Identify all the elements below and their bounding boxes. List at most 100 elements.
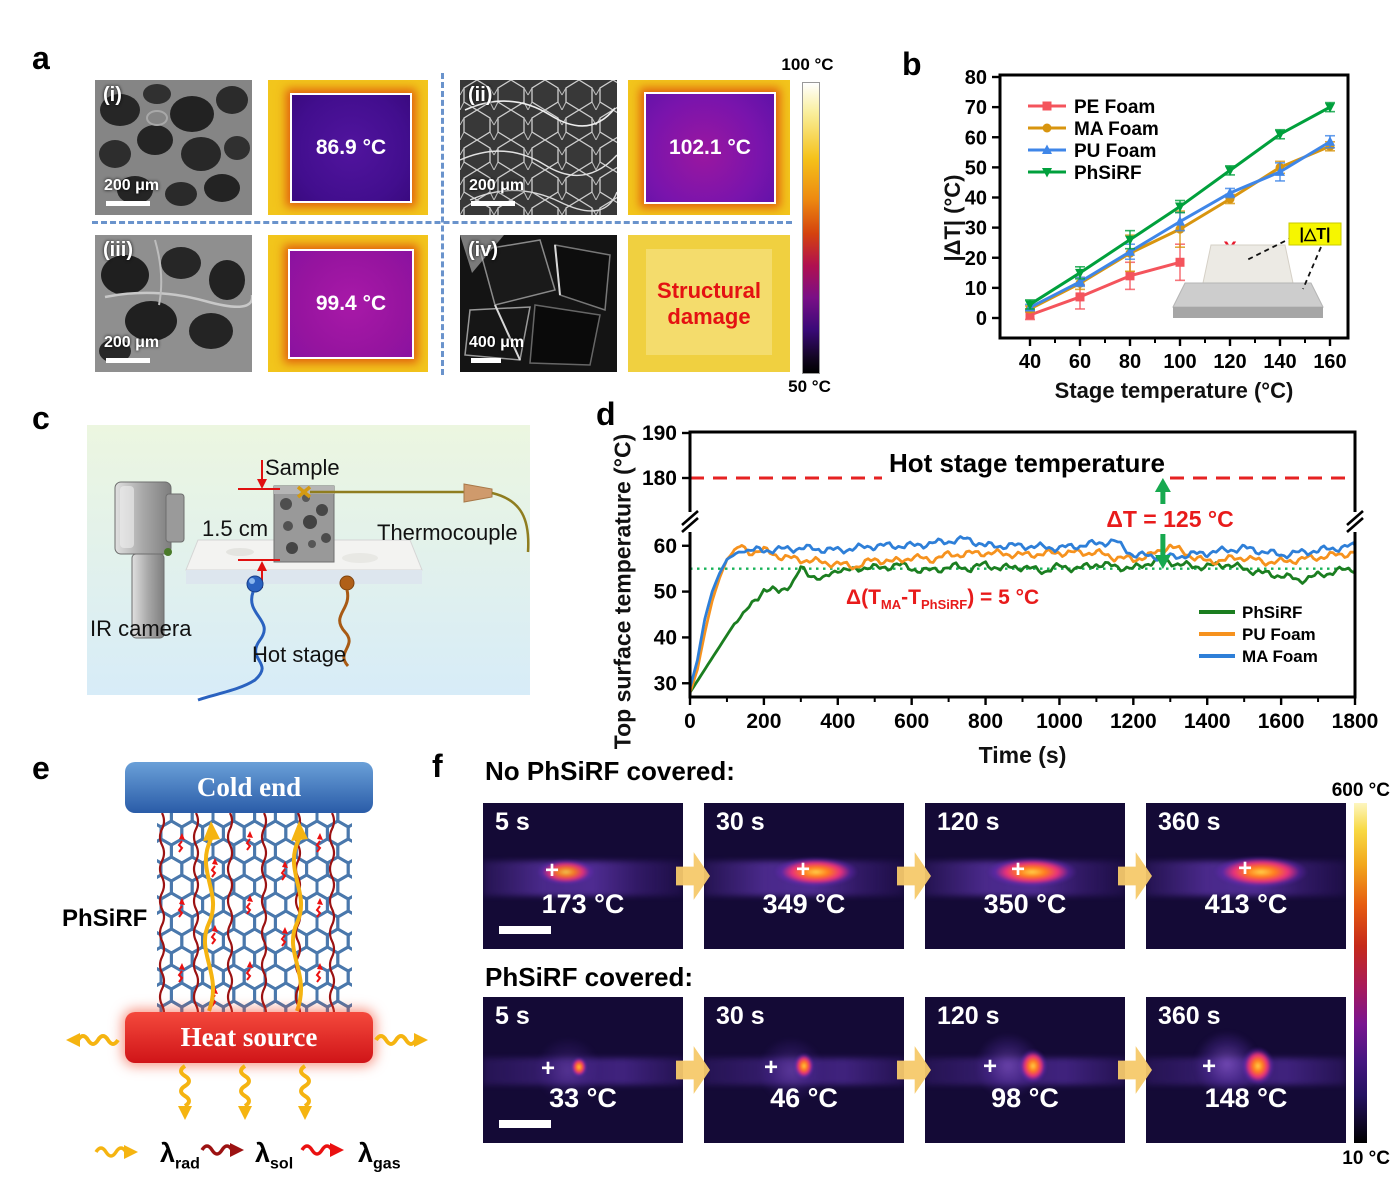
thermal-image-i: 86.9 °C xyxy=(268,80,428,215)
panel-d: 0 200 400 600 800 1000 1200 1400 1600 1800 30 40 50 6… xyxy=(590,400,1392,778)
thermal-reading-box: 86.9 °C xyxy=(290,93,412,203)
hot-spot xyxy=(571,1057,587,1077)
temperature-label: 173 °C xyxy=(541,889,625,919)
svg-text:1000: 1000 xyxy=(1036,710,1083,733)
panel-a-horizontal-divider xyxy=(92,221,792,224)
panel-a-label: a xyxy=(32,40,50,76)
svg-text:50: 50 xyxy=(965,157,987,179)
spot-marker: + xyxy=(1202,1053,1217,1080)
svg-text:800: 800 xyxy=(968,710,1003,733)
colorbar-min-label: 10 °C xyxy=(1342,1148,1390,1169)
thermal-image-ii: 102.1 °C xyxy=(628,80,790,215)
measurement-setup-schematic xyxy=(87,425,530,702)
scale-bar-label: 200 μm xyxy=(469,177,525,194)
chart-b-xlabel: Stage temperature (°C) xyxy=(1054,378,1294,403)
chart-d-xlabel: Time (s) xyxy=(978,742,1067,768)
svg-text:70: 70 xyxy=(965,97,987,119)
chart-b-ylabel: |ΔT| (°C) xyxy=(940,174,965,262)
svg-text:40: 40 xyxy=(1019,351,1041,373)
svg-text:120: 120 xyxy=(1213,351,1246,373)
time-label: 5 s xyxy=(495,1002,530,1030)
svg-text:180: 180 xyxy=(642,467,677,490)
svg-text:140: 140 xyxy=(1263,351,1296,373)
hot-spot xyxy=(1019,1049,1047,1083)
spot-marker: + xyxy=(545,857,560,884)
scale-bar xyxy=(471,201,515,206)
phsirf-material-label: PhSiRF xyxy=(62,905,148,932)
delta-t-annotation: ΔT = 125 °C xyxy=(1106,506,1234,532)
spot-marker: + xyxy=(764,1054,779,1081)
svg-text:60: 60 xyxy=(654,535,677,558)
hot-spot xyxy=(537,859,595,885)
thermal-frame-nocover-5s: 5 s + 173 °C xyxy=(483,803,683,949)
scale-bar xyxy=(106,201,150,206)
svg-text:10: 10 xyxy=(965,278,987,300)
sample-label: Sample xyxy=(265,455,340,480)
svg-text:1600: 1600 xyxy=(1258,710,1305,733)
svg-text:30: 30 xyxy=(965,218,987,240)
panel-b-label: b xyxy=(902,46,922,82)
scale-bar-label: 200 μm xyxy=(104,334,160,351)
svg-text:200: 200 xyxy=(746,710,781,733)
sem-image-i: (i) 200 μm xyxy=(95,80,252,215)
temperature-label: 33 °C xyxy=(549,1083,617,1113)
spot-marker: + xyxy=(541,1055,556,1082)
heat-source-bar: Heat source xyxy=(125,1012,373,1063)
temperature-label: 46 °C xyxy=(770,1083,838,1113)
hot-spot xyxy=(1242,1047,1274,1085)
svg-text:80: 80 xyxy=(1119,351,1141,373)
phsirf-honeycomb-schematic xyxy=(157,813,352,1013)
panel-a: (i) 200 μm 86.9 °C xyxy=(30,40,880,400)
chart-d-ylabel: Top surface temperature (°C) xyxy=(609,433,636,750)
time-label: 120 s xyxy=(937,808,1000,836)
hot-spot xyxy=(1214,856,1308,888)
time-label: 30 s xyxy=(716,1002,765,1030)
delta-ma-phsirf-annotation: Δ(TMA-TPhSiRF) = 5 °C xyxy=(846,586,1040,613)
foam-block-silhouette xyxy=(535,1037,601,1103)
hot-spot xyxy=(794,1053,814,1079)
thermal-reading-box: 99.4 °C xyxy=(288,249,414,359)
scale-bar-label: 400 μm xyxy=(469,334,525,351)
svg-text:0: 0 xyxy=(684,710,696,733)
structural-damage-text: Structural damage xyxy=(657,278,761,329)
lambda-rad-label: λrad xyxy=(160,1138,200,1173)
sem-network-texture xyxy=(460,80,617,215)
thermal-image-iv: Structural damage xyxy=(628,235,790,372)
sem-collapsed-texture xyxy=(460,235,617,372)
svg-text:MA Foam: MA Foam xyxy=(1242,647,1318,666)
hot-spot xyxy=(774,857,858,887)
svg-text:40: 40 xyxy=(654,626,677,649)
hot-stage-temperature-label: Hot stage temperature xyxy=(889,448,1165,478)
sem-image-iv: (iv) 400 μm xyxy=(460,235,617,372)
sem-label: (i) xyxy=(103,84,122,106)
svg-text:1800: 1800 xyxy=(1332,710,1379,733)
panel-f-colorbar xyxy=(1354,803,1367,1143)
panel-c-label: c xyxy=(32,400,50,436)
panel-a-colorbar xyxy=(802,82,820,374)
svg-text:40: 40 xyxy=(965,188,987,210)
panel-f-label: f xyxy=(432,748,443,784)
svg-text:600: 600 xyxy=(894,710,929,733)
thermal-frame-covered-30s: 30 s + 46 °C xyxy=(704,997,904,1143)
svg-text:MA Foam: MA Foam xyxy=(1074,119,1159,140)
svg-text:1200: 1200 xyxy=(1110,710,1157,733)
spot-marker: + xyxy=(1011,856,1026,883)
time-label: 360 s xyxy=(1158,1002,1221,1030)
cold-end-bar: Cold end xyxy=(125,762,373,813)
svg-text:400: 400 xyxy=(820,710,855,733)
spot-marker: + xyxy=(796,856,811,883)
panel-a-vertical-divider xyxy=(441,73,444,375)
panel-f: No PhSiRF covered: 5 s + 173 °C 30 s + 3… xyxy=(430,740,1392,1184)
svg-text:PE Foam: PE Foam xyxy=(1074,97,1155,118)
svg-text:20: 20 xyxy=(965,248,987,270)
spot-marker: + xyxy=(1238,855,1253,882)
svg-text:30: 30 xyxy=(654,672,677,695)
thermocouple-label: Thermocouple xyxy=(377,520,518,545)
scale-bar xyxy=(499,1120,551,1128)
time-label: 360 s xyxy=(1158,808,1221,836)
panel-b: 40 60 80 100 120 140 160 0 10 20 30 40 50 60 70 80 PE Fo… xyxy=(880,40,1392,410)
temperature-value: 102.1 °C xyxy=(669,136,751,159)
sem-image-ii: (ii) 200 μm xyxy=(460,80,617,215)
svg-text:0: 0 xyxy=(976,308,987,330)
svg-text:PU Foam: PU Foam xyxy=(1242,625,1316,644)
